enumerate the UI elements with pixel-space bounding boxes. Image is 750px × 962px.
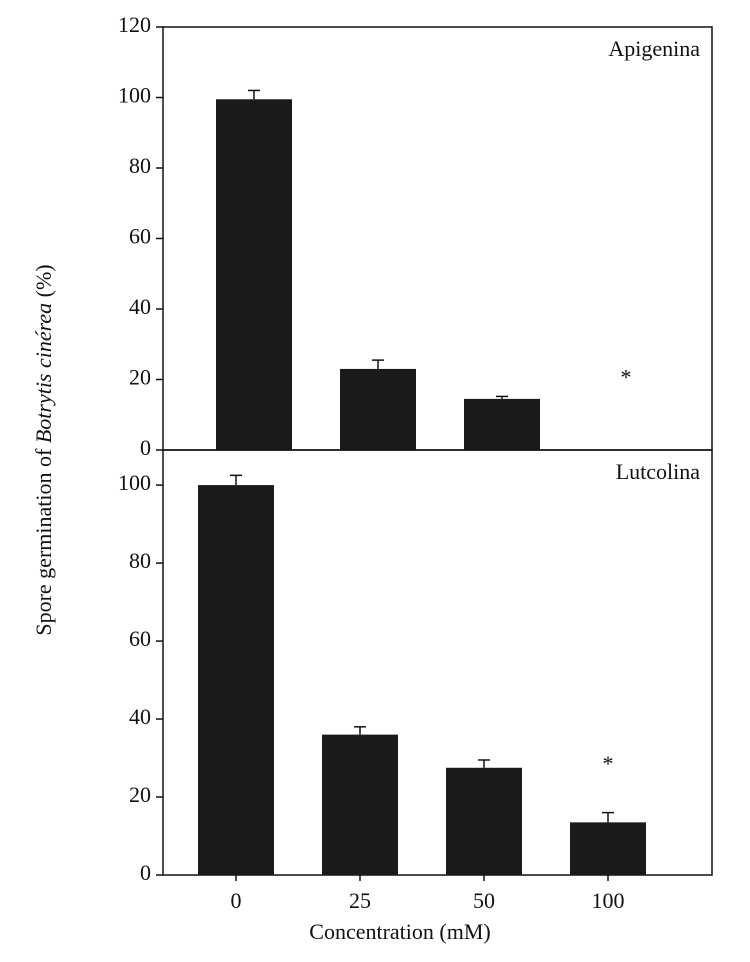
y-tick-label: 40 bbox=[129, 704, 151, 729]
y-tick-label: 0 bbox=[140, 435, 151, 460]
y-tick-label: 20 bbox=[129, 365, 151, 390]
y-tick-label: 80 bbox=[129, 548, 151, 573]
bar bbox=[446, 767, 522, 875]
plot-frame bbox=[162, 449, 713, 876]
bar bbox=[322, 734, 398, 875]
x-tick-label: 50 bbox=[473, 888, 495, 913]
x-tick-label: 25 bbox=[349, 888, 371, 913]
y-label-part: Spore germination of bbox=[31, 443, 56, 635]
x-tick-label: 0 bbox=[231, 888, 242, 913]
annotation: * bbox=[603, 751, 614, 776]
bar bbox=[464, 398, 540, 450]
annotation: * bbox=[621, 365, 632, 390]
y-label-part: Botrytis cinérea bbox=[31, 303, 56, 443]
y-axis-label: Spore germination of Botrytis cinérea (%… bbox=[31, 264, 56, 635]
y-tick-label: 60 bbox=[129, 626, 151, 651]
panel-label: Apigenina bbox=[608, 36, 700, 61]
y-tick-label: 100 bbox=[118, 470, 151, 495]
y-label-part: (%) bbox=[31, 264, 56, 302]
x-tick-label: 100 bbox=[592, 888, 625, 913]
bar bbox=[198, 485, 274, 875]
bar bbox=[216, 99, 292, 450]
y-tick-label: 60 bbox=[129, 224, 151, 249]
y-tick-label: 0 bbox=[140, 860, 151, 885]
x-axis-label: Concentration (mM) bbox=[309, 919, 490, 944]
y-tick-label: 120 bbox=[118, 12, 151, 37]
y-tick-label: 20 bbox=[129, 782, 151, 807]
bar bbox=[340, 368, 416, 450]
panel-label: Lutcolina bbox=[616, 459, 701, 484]
bar bbox=[570, 822, 646, 875]
y-tick-label: 100 bbox=[118, 83, 151, 108]
y-tick-label: 40 bbox=[129, 294, 151, 319]
y-tick-label: 80 bbox=[129, 153, 151, 178]
